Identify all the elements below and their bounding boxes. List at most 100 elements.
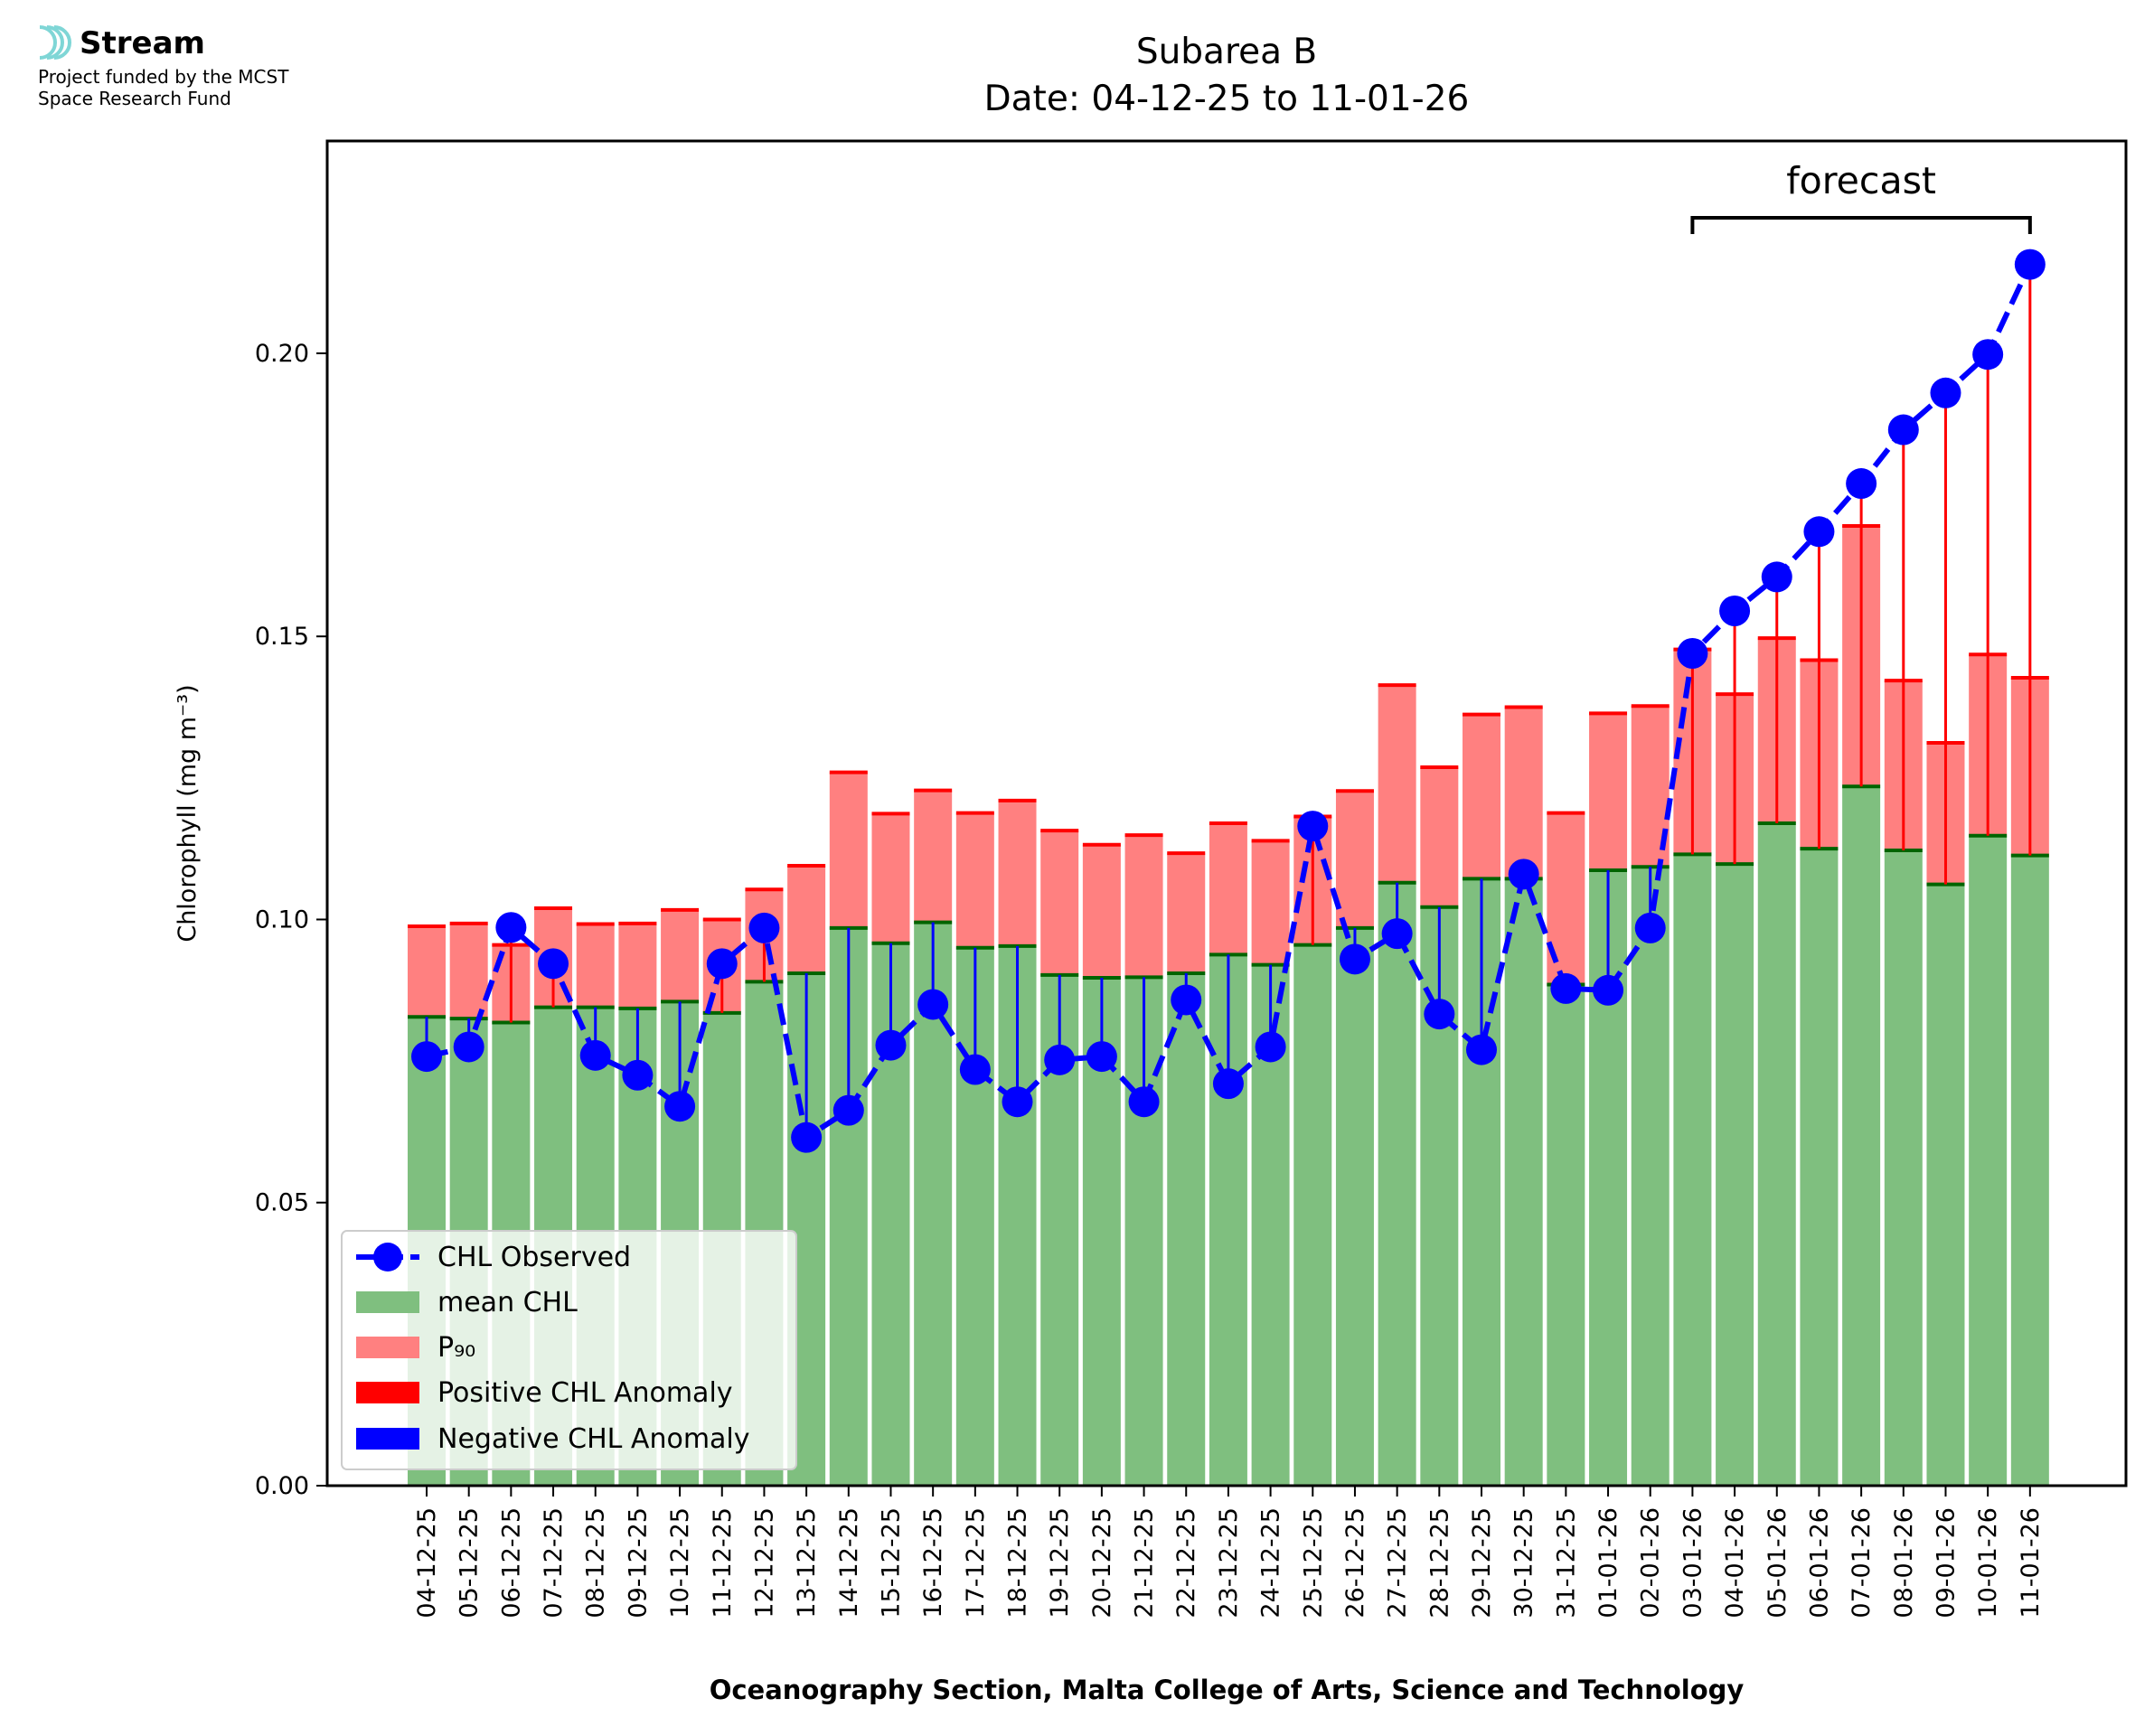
mean-bar [1969, 835, 2008, 1486]
chl-observed-point [1846, 468, 1877, 500]
chl-observed-point [875, 1029, 907, 1061]
mean-bar [1378, 882, 1416, 1486]
chl-observed-point [706, 948, 738, 980]
chl-observed-point [453, 1031, 484, 1063]
chl-observed-point [664, 1091, 696, 1122]
x-tick-label: 01-01-26 [1594, 1507, 1623, 1619]
chl-observed-point [1719, 596, 1751, 627]
x-tick-label: 09-12-25 [624, 1507, 652, 1619]
legend-swatch [356, 1291, 419, 1313]
x-tick-label: 03-01-26 [1679, 1507, 1707, 1619]
x-tick-label: 28-12-25 [1425, 1507, 1453, 1619]
mean-bar [1167, 972, 1206, 1486]
p90-bar [1589, 713, 1628, 870]
x-tick-label: 15-12-25 [877, 1507, 905, 1619]
x-tick-label: 06-12-25 [497, 1507, 525, 1619]
legend-swatch [356, 1428, 419, 1450]
forecast-bracket [1690, 216, 2032, 234]
x-tick-label: 02-01-26 [1637, 1507, 1665, 1619]
x-axis: 04-12-25 05-12-25 06-12-25 07-12-25 08-12-25… [413, 1486, 2045, 1619]
y-axis: 0.00 0.05 0.10 0.15 0.20 [255, 340, 327, 1500]
p90-bar [998, 800, 1037, 946]
x-tick-label: 05-12-25 [456, 1507, 484, 1619]
x-tick-label: 30-12-25 [1510, 1507, 1538, 1619]
y-tick-label: 0.10 [255, 906, 309, 934]
logo-funding-line-1: Project funded by the MCST [38, 66, 289, 88]
p90-bar [1463, 714, 1500, 879]
chl-observed-point [1550, 972, 1582, 1004]
x-tick-label: 10-12-25 [666, 1507, 694, 1619]
x-tick-label: 11-01-26 [2017, 1507, 2045, 1619]
chl-observed-point [1212, 1068, 1244, 1100]
p90-bar [787, 865, 826, 973]
chl-observed-point [832, 1094, 864, 1126]
x-tick-label: 31-12-25 [1552, 1507, 1580, 1619]
p90-bar [871, 813, 910, 943]
mean-bar [1547, 984, 1585, 1486]
p90-bar [408, 925, 446, 1018]
chl-observed-point [495, 912, 527, 943]
x-tick-label: 07-12-25 [540, 1507, 568, 1619]
p90-bar [829, 772, 868, 928]
legend-label: Positive CHL Anomaly [437, 1377, 733, 1409]
x-tick-label: 17-12-25 [962, 1507, 990, 1619]
legend-marker-chl-observed [373, 1243, 402, 1272]
chl-observed-point [1803, 516, 1835, 548]
mean-bar [1335, 927, 1374, 1486]
legend-label: Negative CHL Anomaly [437, 1423, 750, 1455]
y-tick-label: 0.05 [255, 1189, 309, 1217]
wave-rings-icon [39, 25, 71, 60]
mean-bar [1716, 864, 1754, 1486]
chl-observed-point [1930, 377, 1961, 408]
x-tick-label: 08-12-25 [582, 1507, 610, 1619]
mean-bar [1800, 849, 1839, 1486]
mean-bar [1757, 822, 1796, 1486]
x-axis-label: Oceanography Section, Malta College of A… [710, 1675, 1745, 1705]
p90-bar [1420, 766, 1459, 907]
forecast-annotation: forecast [1690, 159, 2032, 234]
y-axis-label: Chlorophyll (mg m⁻³) [174, 684, 202, 942]
x-tick-label: 04-01-26 [1721, 1507, 1749, 1619]
x-tick-label: 07-01-26 [1848, 1507, 1876, 1619]
chl-observed-point [1593, 974, 1624, 1006]
chl-observed-point [1339, 943, 1370, 975]
x-tick-label: 05-01-26 [1764, 1507, 1792, 1619]
plot-area [408, 249, 2049, 1486]
chl-observed-point [1171, 984, 1202, 1016]
p90-bar [914, 790, 953, 923]
x-tick-label: 16-12-25 [919, 1507, 947, 1619]
chl-observed-point [1044, 1044, 1076, 1075]
chl-observed-point [1887, 414, 1919, 446]
p90-bar [1504, 707, 1543, 879]
x-tick-label: 22-12-25 [1172, 1507, 1200, 1619]
legend-label: mean CHL [437, 1287, 578, 1318]
chl-observed-point [1508, 859, 1539, 890]
chl-observed-point [1424, 999, 1455, 1030]
x-tick-label: 20-12-25 [1088, 1507, 1116, 1619]
p90-bar [1082, 844, 1121, 979]
p90-bar [1378, 685, 1416, 883]
logo: Stream Project funded by the MCST Space … [33, 22, 340, 121]
chl-observed-point [1634, 912, 1666, 943]
x-tick-label: 08-01-26 [1890, 1507, 1918, 1619]
chl-observed-point [1086, 1041, 1117, 1073]
p90-bar [576, 924, 615, 1008]
legend-swatch [356, 1382, 419, 1403]
x-tick-label: 23-12-25 [1215, 1507, 1243, 1619]
x-tick-label: 26-12-25 [1341, 1507, 1369, 1619]
chl-observed-point [622, 1059, 654, 1091]
legend-label: P₉₀ [437, 1332, 475, 1364]
x-tick-label: 24-12-25 [1257, 1507, 1285, 1619]
chl-observed-point [1677, 638, 1708, 670]
plot-frame [325, 139, 2128, 1487]
p90-bar [618, 923, 657, 1009]
chl-observed-point [1972, 339, 2004, 371]
mean-bar [1926, 884, 1965, 1486]
x-tick-label: 21-12-25 [1131, 1507, 1159, 1619]
mean-bar [1504, 878, 1543, 1486]
p90-bar [449, 923, 488, 1019]
p90-bar [955, 812, 994, 948]
p90-bar [1040, 830, 1079, 975]
p90-bar [661, 909, 700, 1002]
